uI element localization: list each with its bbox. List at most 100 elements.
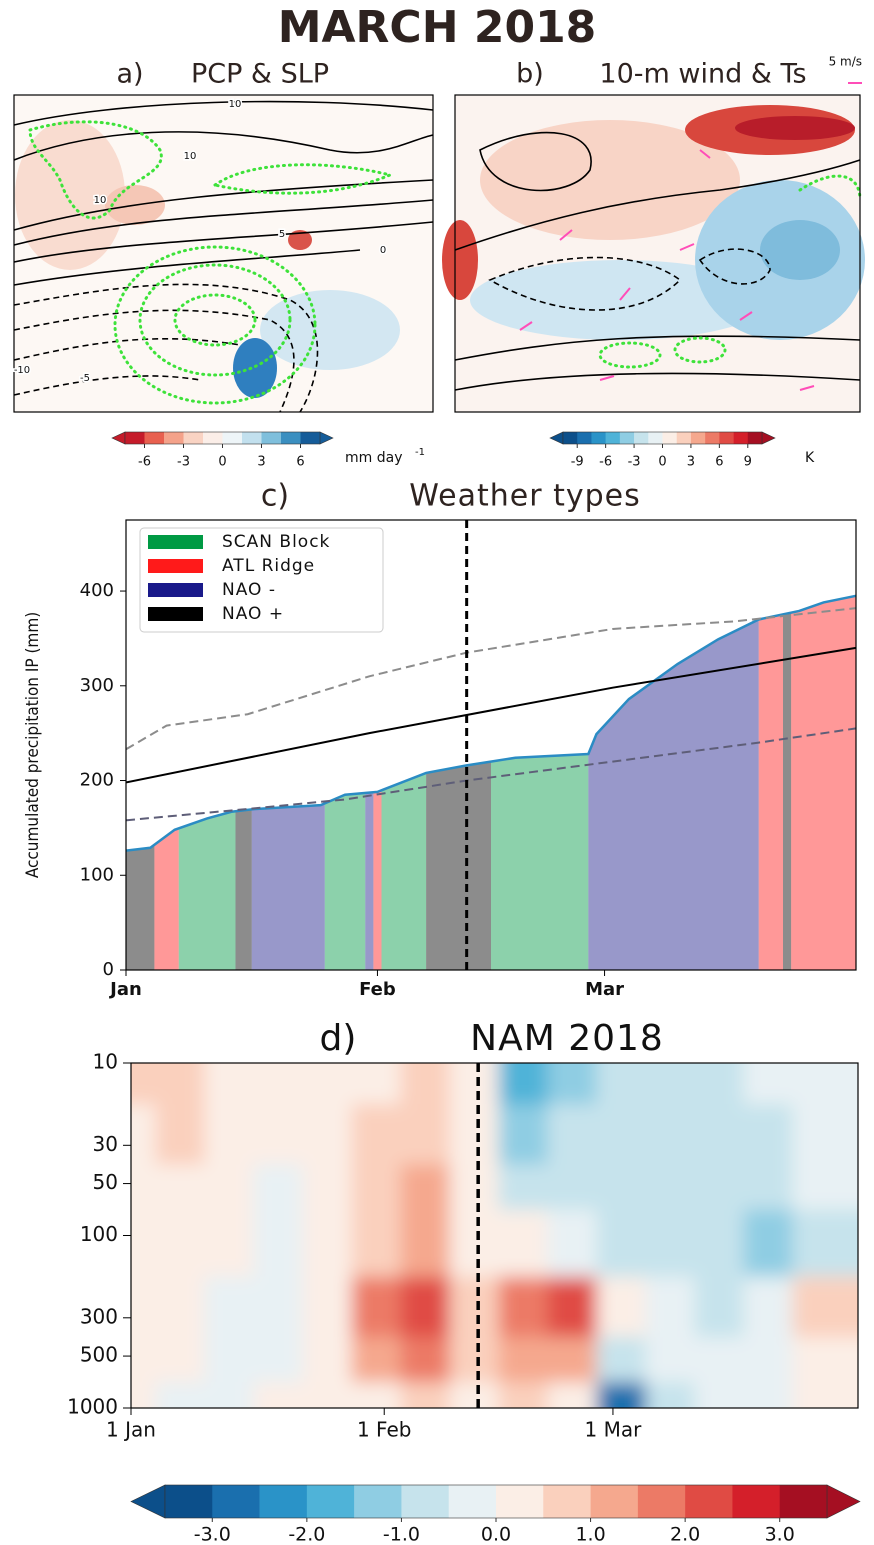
- contour-label: 10: [229, 99, 242, 110]
- field-cell: [351, 1063, 402, 1106]
- field-cell: [253, 1063, 304, 1106]
- panel-title: Weather types: [409, 479, 641, 514]
- field-cell: [547, 1382, 598, 1408]
- legend-label: SCAN Block: [222, 532, 330, 552]
- colorbar-bin: [591, 432, 606, 444]
- field-cell: [155, 1336, 206, 1384]
- x-tick-label: Feb: [359, 979, 396, 1000]
- field-cell: [498, 1209, 549, 1278]
- field-cell: [743, 1209, 794, 1278]
- colorbar-bin: [605, 432, 621, 444]
- field-cell: [792, 1104, 858, 1166]
- colorbar-bin: [401, 1485, 450, 1518]
- colorbar-bin: [685, 1485, 733, 1518]
- field: [131, 1063, 858, 1408]
- legend-label: NAO +: [222, 604, 284, 624]
- colorbar-bin: [212, 1485, 260, 1518]
- colorbar-unit-exponent: -1: [415, 447, 425, 458]
- field-cell: [498, 1276, 549, 1338]
- field-cell: [792, 1382, 858, 1408]
- field-cell: [743, 1336, 794, 1384]
- field-cells: [131, 1063, 858, 1408]
- y-tick-label: 30: [93, 1132, 118, 1156]
- field-cell: [302, 1104, 353, 1166]
- colorbar-tick-label: 6: [296, 455, 304, 470]
- field-cell: [400, 1336, 451, 1384]
- x-tick-label: Jan: [108, 979, 142, 1000]
- field-cell: [204, 1104, 255, 1166]
- y-tick-label: 200: [80, 770, 114, 791]
- y-tick-label: 10: [93, 1050, 118, 1074]
- field-cell: [645, 1276, 696, 1338]
- colorbar-bin: [733, 432, 749, 444]
- legend-swatch: [148, 535, 203, 549]
- field-cell: [694, 1164, 745, 1211]
- legend-label: ATL Ridge: [222, 556, 315, 576]
- precip-line: [125, 594, 857, 852]
- field-cell: [449, 1209, 500, 1278]
- field-cell: [792, 1276, 858, 1338]
- colorbar-bin: [448, 1485, 497, 1518]
- field-cell: [449, 1164, 500, 1211]
- colorbar-bin: [496, 1485, 544, 1518]
- colorbar-bin: [563, 432, 578, 444]
- colorbar-extend: [549, 431, 564, 445]
- field-cell: [253, 1164, 304, 1211]
- field-cell: [645, 1104, 696, 1166]
- colorbar-bin: [261, 432, 282, 444]
- field-cell: [400, 1063, 451, 1106]
- field-cell: [302, 1336, 353, 1384]
- field-cell: [792, 1164, 858, 1211]
- y-tick-label: 50: [93, 1170, 118, 1194]
- colorbar-tick-label: 0.0: [481, 1524, 511, 1545]
- regime-span: [791, 595, 856, 970]
- panel-label: c): [261, 479, 289, 514]
- colorbar-bin: [577, 432, 592, 444]
- field-cell: [743, 1382, 794, 1408]
- colorbar-tick-label: -6: [599, 455, 612, 470]
- legend-box: [139, 527, 384, 633]
- legend-swatch: [148, 559, 203, 573]
- colorbar-tick-label: 0: [658, 455, 666, 470]
- field-cell: [302, 1382, 353, 1408]
- colorbar-tick-label: -3: [628, 455, 641, 470]
- field-cell: [400, 1209, 451, 1278]
- colorbar-bin: [732, 1485, 781, 1518]
- field-cell: [596, 1209, 647, 1278]
- field-cell: [743, 1104, 794, 1166]
- field-cell: [400, 1276, 451, 1338]
- field-cell: [400, 1164, 451, 1211]
- colorbar-extend: [826, 1484, 861, 1519]
- field-cell: [351, 1336, 402, 1384]
- colorbar-bin: [242, 432, 262, 444]
- colorbar-tick-label: -1.0: [383, 1524, 420, 1545]
- field-cell: [253, 1336, 304, 1384]
- field-cell: [155, 1209, 206, 1278]
- y-tick-label: 100: [80, 864, 114, 885]
- y-tick-label: 300: [80, 675, 114, 696]
- legend-label: NAO -: [222, 580, 276, 600]
- field-cell: [743, 1276, 794, 1338]
- colorbar-tick-label: 6: [715, 455, 723, 470]
- contour-label: 10: [184, 151, 197, 162]
- x-tick-label: Mar: [585, 979, 624, 1000]
- field-cell: [449, 1104, 500, 1166]
- field-cell: [596, 1382, 647, 1408]
- field-cell: [792, 1063, 858, 1106]
- field-cell: [449, 1063, 500, 1106]
- colorbar-bin: [590, 1485, 639, 1518]
- field-cell: [547, 1209, 598, 1278]
- field-cell: [645, 1164, 696, 1211]
- colorbar-extend: [319, 431, 334, 445]
- field-cell: [645, 1336, 696, 1384]
- colorbar-bin: [619, 432, 635, 444]
- field-cell: [253, 1209, 304, 1278]
- colorbar-bin: [648, 432, 663, 444]
- field-cell: [449, 1336, 500, 1384]
- panel-title: PCP & SLP: [191, 59, 329, 90]
- colorbar-bin: [354, 1485, 402, 1518]
- field-cell: [547, 1164, 598, 1211]
- reference-line: [125, 607, 857, 751]
- field-cell: [351, 1209, 402, 1278]
